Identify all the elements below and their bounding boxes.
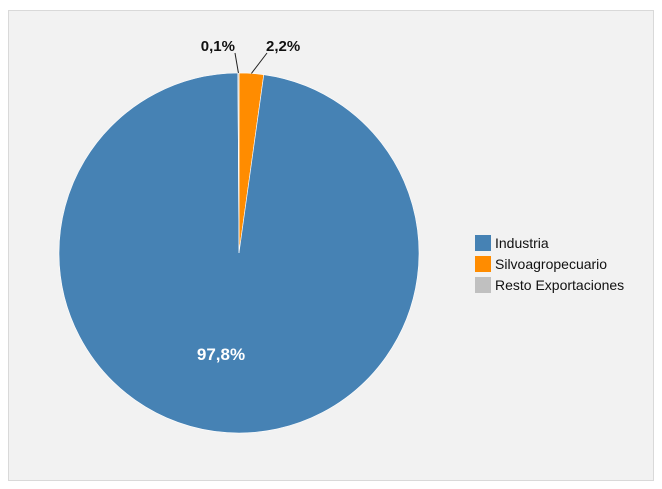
pie-chart: 97,8% 2,2% 0,1% [58,38,420,434]
legend-swatch-resto [475,276,491,293]
legend-swatch-industria [475,234,491,251]
data-label-industria: 97,8% [197,345,245,364]
legend-item-silvoagropecuario: Silvoagropecuario [475,253,624,274]
legend-label-silvoagropecuario: Silvoagropecuario [495,255,608,272]
data-label-silvoagropecuario: 2,2% [266,38,300,55]
legend-item-industria: Industria [475,232,624,253]
leader-line-resto [234,52,239,74]
legend-label-industria: Industria [495,234,549,251]
legend: Industria Silvoagropecuario Resto Export… [475,232,624,295]
legend-item-resto: Resto Exportaciones [475,274,624,295]
chart-frame: 97,8% 2,2% 0,1% Industria Silvoagropecuari… [8,10,654,481]
legend-swatch-silvoagropecuario [475,255,491,272]
data-label-resto: 0,1% [201,38,235,55]
leader-line-silvoagropecuario [251,52,268,74]
legend-label-resto: Resto Exportaciones [495,276,625,293]
